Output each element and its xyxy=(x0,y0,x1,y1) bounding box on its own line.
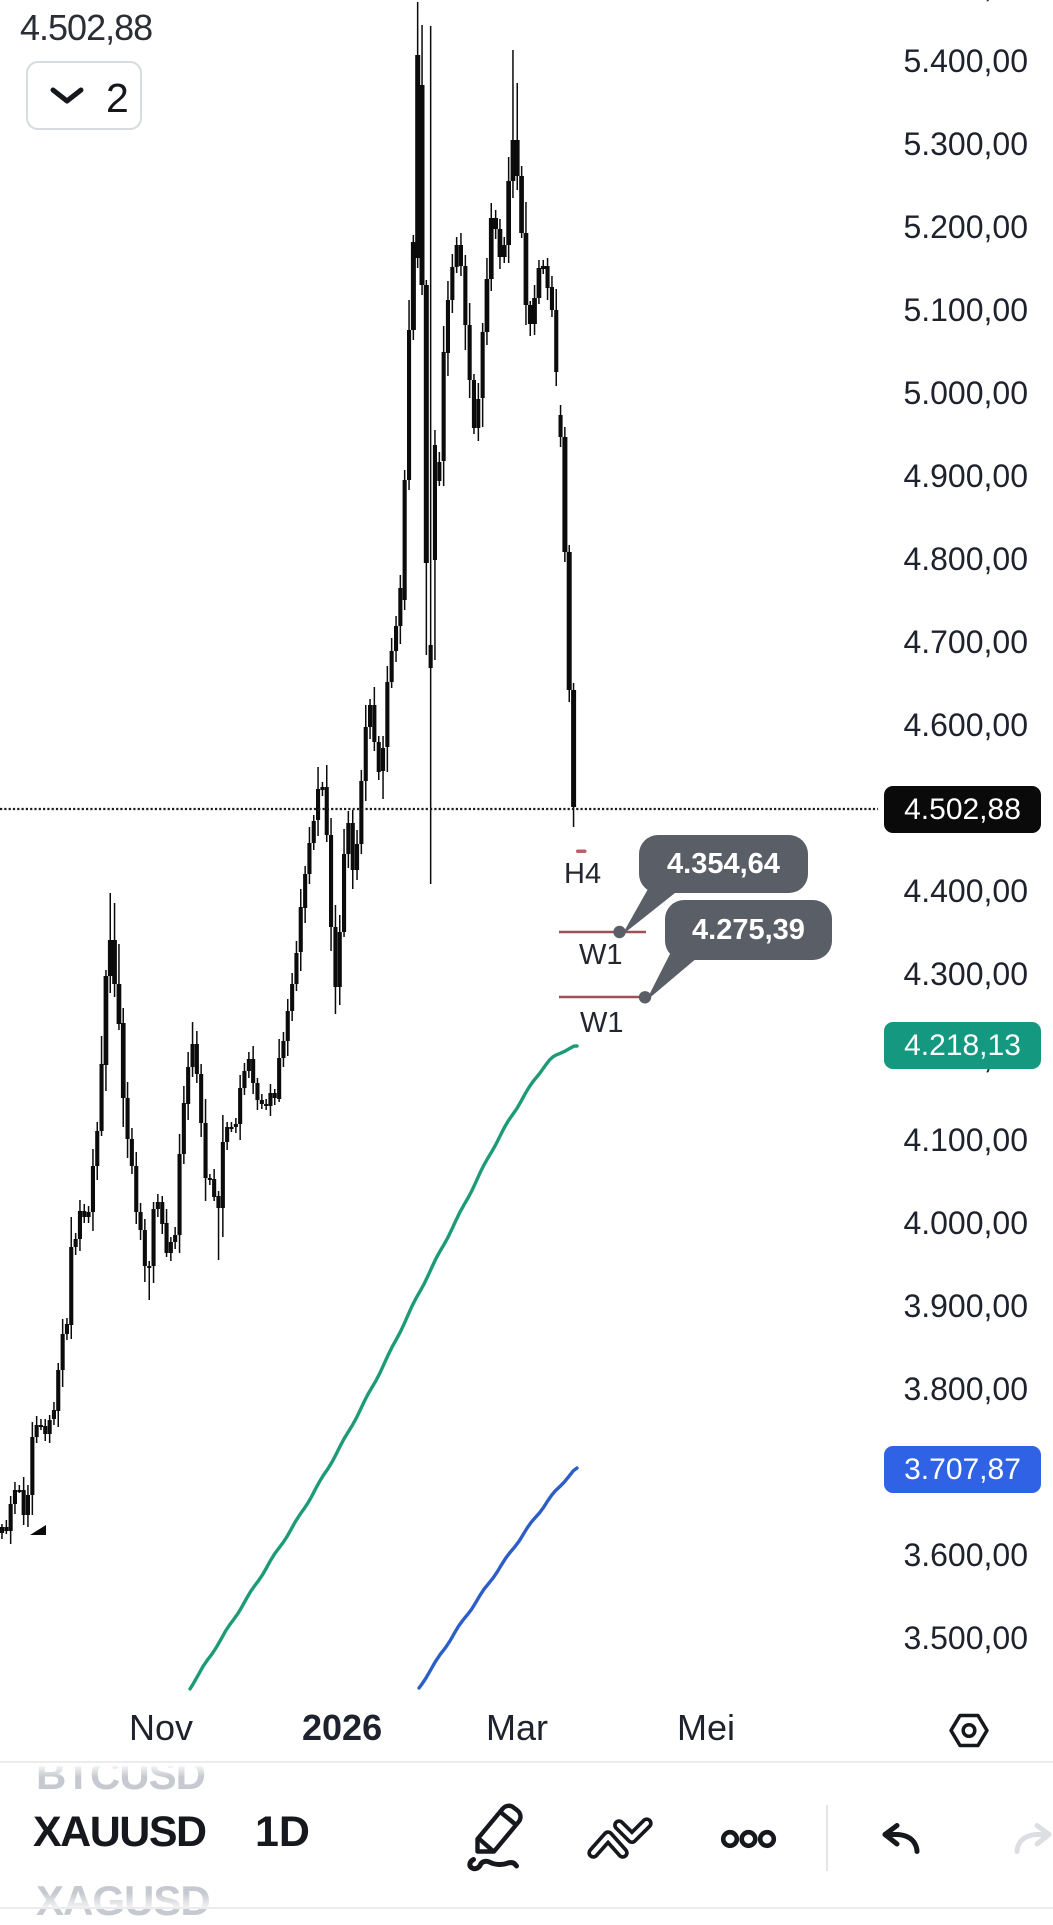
svg-text:2: 2 xyxy=(106,75,129,121)
